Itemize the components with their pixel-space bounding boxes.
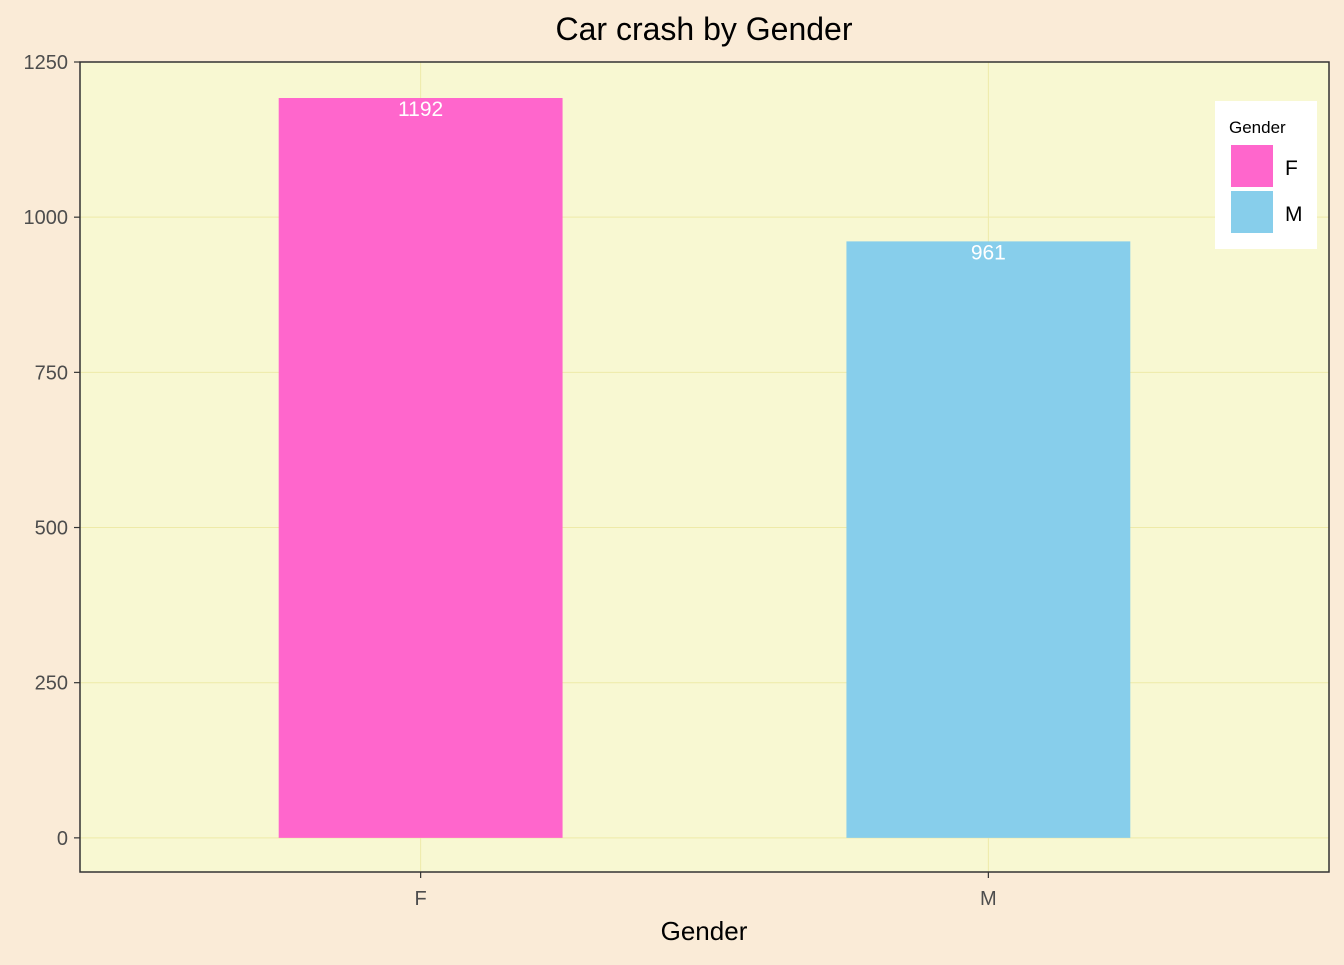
y-tick-label: 1250 xyxy=(24,52,69,74)
legend-title: Gender xyxy=(1229,118,1286,137)
plot-border xyxy=(79,61,1330,873)
bar-m xyxy=(846,241,1131,838)
x-tick-label: F xyxy=(415,888,427,910)
data-labels: 1192 961 xyxy=(398,98,1006,264)
y-tick-label: 500 xyxy=(35,518,68,540)
y-tick-label: 250 xyxy=(35,673,68,695)
chart-title: Car crash by Gender xyxy=(555,11,852,47)
y-tick-label: 750 xyxy=(35,362,68,384)
x-tick-label: M xyxy=(980,888,997,910)
y-tick-label: 0 xyxy=(57,828,68,850)
plot-panel xyxy=(80,62,1329,872)
legend-swatch-m xyxy=(1231,191,1273,233)
bar-f xyxy=(278,98,563,838)
x-axis-title: Gender xyxy=(661,916,748,946)
legend-label: M xyxy=(1285,203,1303,226)
legend-swatch-f xyxy=(1231,145,1273,187)
legend-label: F xyxy=(1285,157,1298,180)
data-label: 1192 xyxy=(398,98,443,121)
y-tick-label: 1000 xyxy=(24,207,69,229)
legend: Gender FM xyxy=(1215,101,1317,249)
bars xyxy=(278,98,1131,838)
data-label: 961 xyxy=(971,241,1006,264)
y-axis: 0 250 500 750 1000 1250 xyxy=(24,52,80,850)
